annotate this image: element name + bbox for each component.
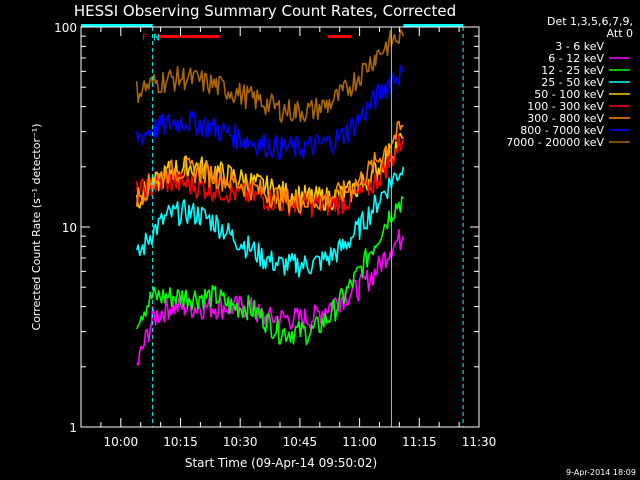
x-tick-label-2: 10:30 <box>223 435 258 449</box>
legend-label-2: 12 - 25 keV <box>541 64 604 77</box>
x-tick-label-5: 11:15 <box>402 435 437 449</box>
axes-layer: 1 10 100 10:00 10:15 10:30 10:45 11:00 11:15 11:3… <box>54 21 496 449</box>
x-tick-label-6: 11:30 <box>462 435 497 449</box>
legend-label-5: 100 - 300 keV <box>527 100 604 113</box>
y-axis-label: Corrected Count Rate (s⁻¹ detector⁻¹) <box>30 124 43 331</box>
series-line-3 <box>135 166 405 278</box>
x-axis-label: Start Time (09-Apr-14 09:50:02) <box>185 456 377 470</box>
series-line-8 <box>135 28 405 123</box>
legend-label-1: 6 - 12 keV <box>548 52 604 65</box>
x-tick-label-4: 11:00 <box>342 435 377 449</box>
legend-label-4: 50 - 100 keV <box>534 88 604 101</box>
series-line-5 <box>135 135 405 218</box>
series-line-7 <box>135 64 405 160</box>
y-tick-label-1: 10 <box>62 221 77 235</box>
annotation-label-n: N <box>153 33 160 43</box>
legend-label-8: 7000 - 20000 keV <box>506 136 604 149</box>
legend-label-7: 800 - 7000 keV <box>520 124 604 137</box>
legend-label-3: 25 - 50 keV <box>541 76 604 89</box>
x-tick-label-0: 10:00 <box>104 435 139 449</box>
legend-header-detectors: Det 1,3,5,6,7,9, <box>547 15 633 28</box>
y-tick-label-2: 100 <box>54 21 77 35</box>
legend-label-0: 3 - 6 keV <box>555 40 604 53</box>
legend-header-attenuator: Att 0 <box>607 27 633 40</box>
annotation-label-f: F <box>142 33 147 43</box>
series-line-2 <box>135 196 404 346</box>
chart-title: HESSI Observing Summary Count Rates, Cor… <box>74 2 456 20</box>
x-tick-label-3: 10:45 <box>283 435 318 449</box>
series-layer <box>135 28 405 366</box>
legend-label-6: 300 - 800 keV <box>527 112 604 125</box>
y-tick-label-0: 1 <box>69 421 77 435</box>
footer-date: 9-Apr-2014 18:09 <box>566 468 636 477</box>
series-line-1 <box>136 229 405 366</box>
x-tick-label-1: 10:15 <box>163 435 198 449</box>
series-line-6 <box>135 120 404 214</box>
